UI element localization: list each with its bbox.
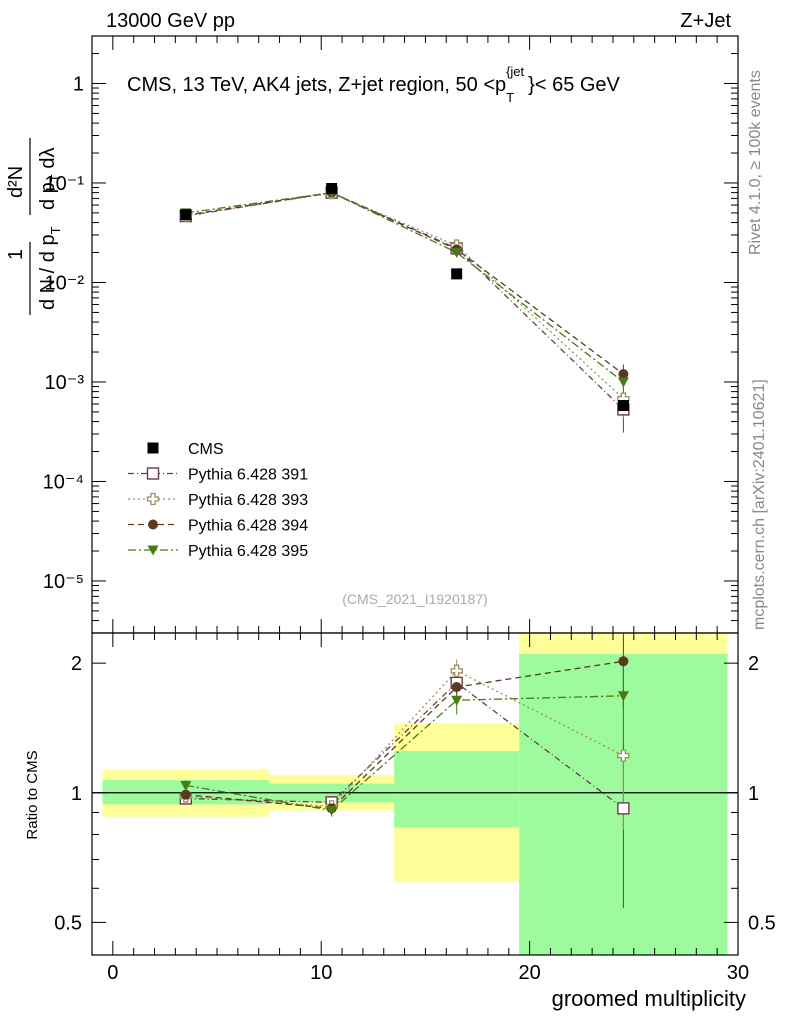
ratio-point-p395 [617, 691, 629, 702]
x-axis-label: groomed multiplicity [552, 986, 746, 1011]
ratio-uncertainty-bands [102, 633, 728, 955]
main-point-p395 [617, 377, 629, 388]
analysis-title-sup: {jet [506, 64, 524, 79]
mcplots-label: mcplots.cern.ch [arXiv:2401.10621] [751, 379, 768, 630]
main-line-p395 [185, 191, 624, 383]
ratio-ytick-label-right: 1 [748, 783, 759, 805]
ratio-axes: 0 10 20 30 0.5 0.5 1 1 2 2 [54, 633, 776, 984]
ratio-y-axis-label: Ratio to CMS [24, 750, 41, 839]
main-axes: 10⁻⁵ 10⁻⁴ 10⁻³ 10⁻² 10⁻¹ 1 [43, 35, 739, 634]
analysis-title-main: CMS, 13 TeV, AK4 jets, Z+jet region, 50 … [127, 74, 506, 96]
main-line-p393 [185, 192, 624, 400]
ratio-point-p391 [617, 802, 630, 815]
ylabel-numerator-d2n: d²N [5, 166, 27, 198]
legend-label-cms: CMS [188, 441, 224, 458]
main-y-axis-label: 1 d N / d pT d²N d pT dλ [5, 138, 63, 315]
ratio-panel-frame [91, 632, 739, 956]
beam-label: 13000 GeV pp [106, 10, 235, 32]
legend-label-p393: Pythia 6.428 393 [188, 492, 308, 509]
ratio-ytick-label-right: 2 [748, 653, 759, 675]
ratio-xtick-label: 0 [107, 962, 118, 984]
legend-marker-cms [147, 442, 159, 454]
legend-label-p395: Pythia 6.428 395 [188, 543, 308, 560]
ratio-point-p394 [180, 789, 191, 800]
main-ytick-label: 10⁻² [45, 272, 85, 294]
main-ytick-label: 10⁻¹ [45, 173, 85, 195]
main-point-cms [180, 209, 192, 221]
ratio-xtick-label: 30 [727, 962, 749, 984]
ratio-point-p394 [618, 656, 629, 667]
band-green-2 [394, 751, 520, 828]
ratio-point-p394 [451, 682, 462, 693]
analysis-title-sub: T [506, 90, 514, 105]
main-line-p394 [185, 191, 624, 375]
legend-marker-p393 [146, 492, 160, 506]
analysis-title: CMS, 13 TeV, AK4 jets, Z+jet region, 50 … [127, 64, 621, 105]
main-ytick-label: 10⁻⁴ [43, 471, 84, 493]
ratio-ytick-label: 0.5 [54, 912, 82, 934]
legend: CMS Pythia 6.428 391 Pythia 6.428 393 Pythi… [128, 441, 308, 560]
ratio-point-p393 [617, 749, 630, 762]
ratio-ytick-label: 2 [71, 653, 82, 675]
main-point-cms [451, 268, 463, 280]
ratio-ytick-label-right: 0.5 [748, 912, 776, 934]
ratio-point-p395 [326, 805, 338, 816]
ratio-line-p394 [185, 660, 624, 810]
process-label: Z+Jet [680, 10, 731, 32]
ratio-line-p395 [185, 695, 624, 812]
ratio-series-layer [179, 633, 630, 909]
main-ytick-label: 1 [73, 73, 84, 95]
main-line-p391 [185, 191, 624, 410]
ratio-xtick-label: 20 [518, 962, 540, 984]
ylabel-numerator-one: 1 [5, 249, 27, 260]
main-point-p394 [618, 369, 629, 380]
legend-label-p394: Pythia 6.428 394 [188, 518, 308, 535]
analysis-title-end: }< 65 GeV [528, 74, 620, 96]
legend-marker-p395 [147, 545, 159, 556]
ratio-point-p393 [450, 664, 463, 677]
ratio-point-p395 [451, 695, 463, 706]
ratio-xtick-label: 10 [310, 962, 332, 984]
legend-marker-p394 [148, 519, 158, 530]
main-point-cms [617, 400, 629, 412]
main-point-cms [326, 182, 338, 194]
main-point-p395 [451, 248, 463, 259]
main-ytick-label: 10⁻³ [45, 372, 85, 394]
ratio-ytick-label: 1 [71, 783, 82, 805]
main-ytick-label: 10⁻⁵ [43, 571, 84, 593]
ylabel-denominator: d N / d pT [37, 226, 63, 310]
ylabel-denominator-2: d pT dλ [37, 148, 63, 210]
ratio-point-p395 [180, 780, 192, 791]
legend-marker-p391 [146, 467, 160, 480]
main-series-layer [179, 182, 630, 433]
analysis-id: (CMS_2021_I1920187) [342, 591, 488, 607]
legend-label-p391: Pythia 6.428 391 [188, 467, 308, 484]
rivet-label: Rivet 4.1.0, ≥ 100k events [747, 70, 764, 255]
